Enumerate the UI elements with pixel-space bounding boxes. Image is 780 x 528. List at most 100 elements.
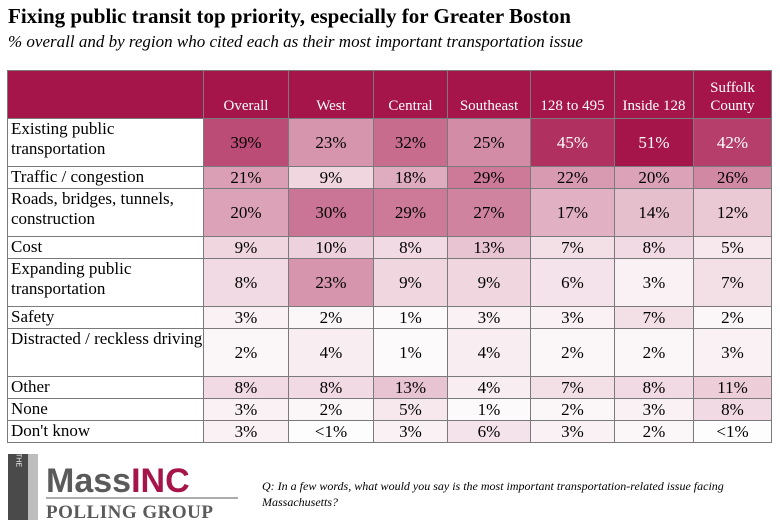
value-cell: 32% [373,118,448,167]
table-row: None 3% 2% 5% 1% 2% 3% 8% [7,398,772,421]
value-cell: 4% [447,328,531,377]
value-cell: 27% [447,188,531,237]
value-cell: 8% [203,258,289,307]
value-cell: <1% [693,420,772,443]
column-header: Overall [203,70,289,119]
value-cell: 6% [530,258,615,307]
value-cell: 3% [203,398,289,421]
question-text: Q: In a few words, what would you say is… [262,479,724,509]
value-cell: 1% [373,328,448,377]
table-row: Don't know 3% <1% 3% 6% 3% 2% <1% [7,420,772,443]
value-cell: 7% [614,306,694,329]
row-label: Existing public transportation [7,118,204,167]
table-row: Existing public transportation 39% 23% 32% 2… [7,118,772,167]
value-cell: 26% [693,166,772,189]
header-corner [7,70,204,119]
value-cell: 3% [614,258,694,307]
table-row: Traffic / congestion 21% 9% 18% 29% 22% 20% 26% [7,166,772,189]
table-row: Distracted / reckless driving 2% 4% 1% 4% 2% 2… [7,328,772,377]
row-label: Expanding public transportation [7,258,204,307]
row-label: Don't know [7,420,204,443]
value-cell: 9% [203,236,289,259]
value-cell: 45% [530,118,615,167]
value-cell: 42% [693,118,772,167]
value-cell: 3% [203,420,289,443]
row-label: Safety [7,306,204,329]
value-cell: 17% [530,188,615,237]
value-cell: 7% [693,258,772,307]
value-cell: 7% [530,236,615,259]
value-cell: 13% [447,236,531,259]
value-cell: 22% [530,166,615,189]
row-label: Traffic / congestion [7,166,204,189]
massinc-logo: THE MassINC POLLING GROUP [8,453,238,523]
value-cell: 8% [693,398,772,421]
value-cell: 3% [373,420,448,443]
value-cell: 8% [203,376,289,399]
row-label: Other [7,376,204,399]
value-cell: 30% [288,188,374,237]
row-label: Distracted / reckless driving [7,328,204,377]
table-row: Other 8% 8% 13% 4% 7% 8% 11% [7,376,772,399]
value-cell: 20% [203,188,289,237]
logo-bar-light [28,454,38,520]
chart-subtitle: % overall and by region who cited each a… [8,32,583,51]
value-cell: <1% [288,420,374,443]
value-cell: 8% [614,236,694,259]
column-header: Inside 128 [614,70,694,119]
value-cell: 9% [373,258,448,307]
value-cell: 13% [373,376,448,399]
value-cell: 2% [614,420,694,443]
value-cell: 5% [373,398,448,421]
value-cell: 2% [203,328,289,377]
value-cell: 14% [614,188,694,237]
value-cell: 29% [447,166,531,189]
chart-title: Fixing public transit top priority, espe… [8,4,571,28]
column-header: Central [373,70,448,119]
value-cell: 18% [373,166,448,189]
value-cell: 21% [203,166,289,189]
results-table: Overall West Central Southeast 128 to 495 Ins… [7,70,772,443]
value-cell: 3% [447,306,531,329]
value-cell: 4% [288,328,374,377]
value-cell: 2% [693,306,772,329]
logo-the-text: THE [15,453,22,467]
value-cell: 3% [530,420,615,443]
column-header: Suffolk County [693,70,772,119]
value-cell: 2% [288,306,374,329]
value-cell: 9% [447,258,531,307]
value-cell: 1% [447,398,531,421]
value-cell: 7% [530,376,615,399]
value-cell: 10% [288,236,374,259]
row-label: None [7,398,204,421]
table-row: Roads, bridges, tunnels, construction 20%… [7,188,772,237]
value-cell: 8% [373,236,448,259]
value-cell: 3% [693,328,772,377]
value-cell: 2% [530,328,615,377]
table-row: Expanding public transportation 8% 23% 9% 9%… [7,258,772,307]
value-cell: 8% [614,376,694,399]
value-cell: 51% [614,118,694,167]
value-cell: 4% [447,376,531,399]
logo-mass-text: MassINC [46,462,190,500]
column-header: West [288,70,374,119]
value-cell: 20% [614,166,694,189]
value-cell: 9% [288,166,374,189]
value-cell: 3% [530,306,615,329]
value-cell: 29% [373,188,448,237]
logo-polling-text: POLLING GROUP [46,502,213,523]
row-label: Cost [7,236,204,259]
value-cell: 6% [447,420,531,443]
value-cell: 23% [288,118,374,167]
header-row: Overall West Central Southeast 128 to 495 Ins… [7,70,772,119]
column-header: 128 to 495 [530,70,615,119]
value-cell: 12% [693,188,772,237]
table-row: Cost 9% 10% 8% 13% 7% 8% 5% [7,236,772,259]
value-cell: 3% [203,306,289,329]
value-cell: 23% [288,258,374,307]
column-header: Southeast [447,70,531,119]
value-cell: 2% [288,398,374,421]
value-cell: 2% [614,328,694,377]
logo-bar-dark [8,454,28,520]
value-cell: 2% [530,398,615,421]
